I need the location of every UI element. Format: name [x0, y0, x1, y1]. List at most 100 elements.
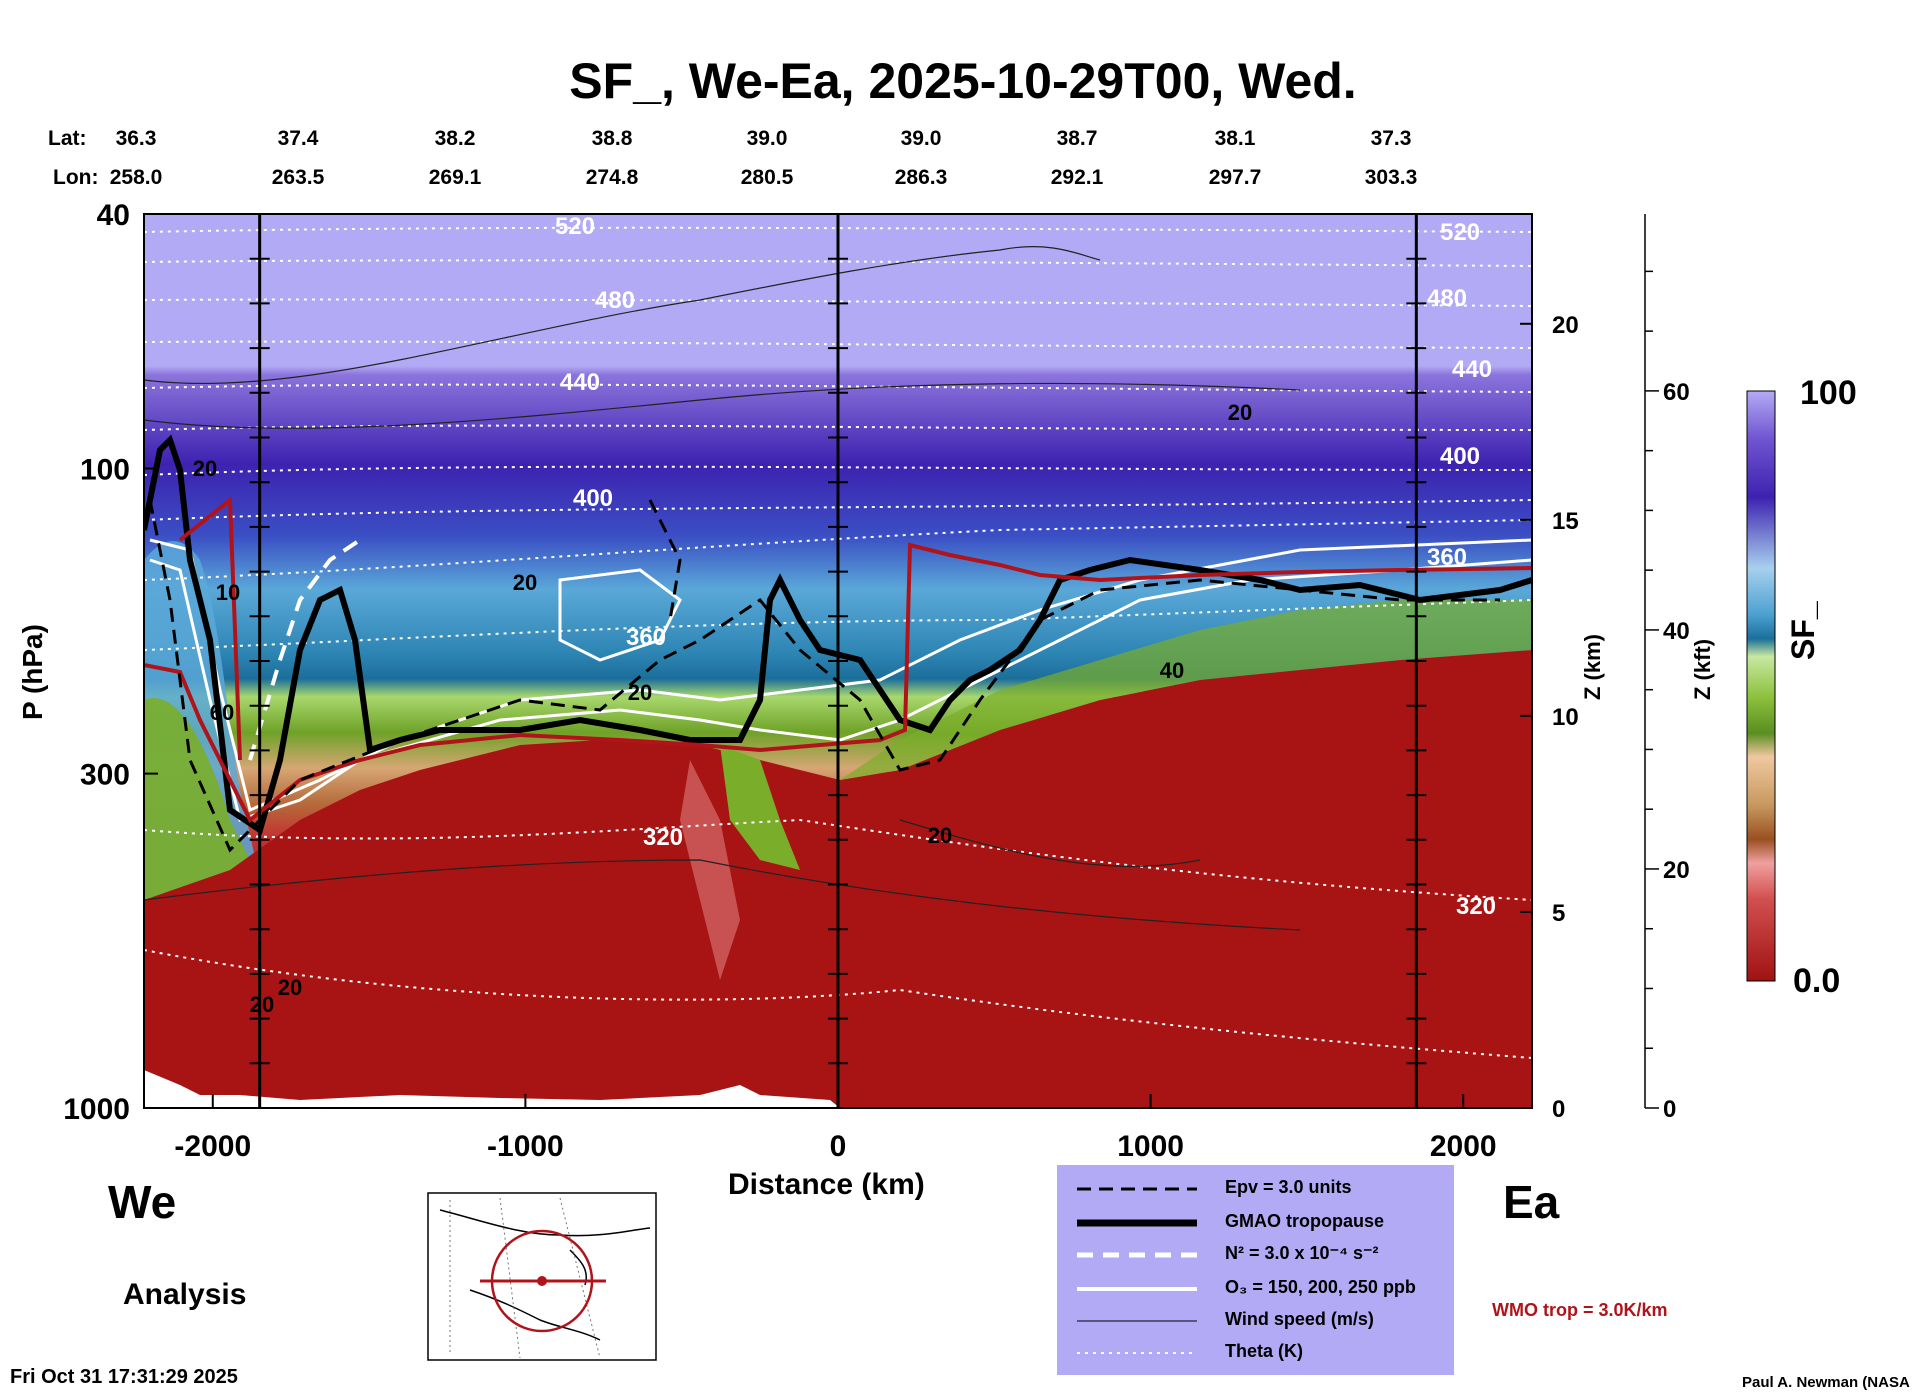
z-km-tick-label: 5: [1552, 900, 1565, 927]
z-km-tick-label: 10: [1552, 704, 1579, 731]
lon-value: 280.5: [740, 166, 794, 189]
topography: [144, 1070, 840, 1108]
wind-label: 20: [513, 570, 537, 595]
inset-map: [427, 1192, 657, 1361]
y-axis-ticks: 40 100 300 1000: [63, 199, 158, 1126]
chart-title: SF_, We-Ea, 2025-10-29T00, Wed.: [569, 53, 1357, 109]
theta-label: 440: [1452, 356, 1492, 383]
wind-contours: [144, 246, 1301, 931]
z-km-tick-label: 20: [1552, 312, 1579, 339]
wind-label: 20: [250, 992, 274, 1017]
lat-value: 37.4: [277, 127, 319, 150]
lon-value: 297.7: [1208, 166, 1262, 189]
legend-label: Epv = 3.0 units: [1225, 1177, 1352, 1197]
theta-label: 320: [643, 824, 683, 851]
lon-value: 292.1: [1050, 166, 1104, 189]
theta-label: 360: [1427, 544, 1467, 571]
x-tick-label: 2000: [1430, 1130, 1497, 1163]
lon-value: 303.3: [1364, 166, 1418, 189]
colorbar-max-label: 100: [1800, 374, 1857, 412]
theta-label: 440: [560, 369, 600, 396]
wind-label: 20: [928, 823, 952, 848]
theta-label: 360: [626, 624, 666, 651]
vertical-section-lines: [249, 214, 1427, 1108]
east-label: Ea: [1503, 1176, 1560, 1228]
x-tick-label: -2000: [174, 1130, 251, 1163]
west-label: We: [108, 1176, 177, 1228]
lat-value: 38.7: [1056, 127, 1098, 150]
x-tick-label: 1000: [1117, 1130, 1184, 1163]
lat-value: 38.8: [591, 127, 633, 150]
theta-label: 320: [1456, 893, 1496, 920]
legend-item-n2: N² = 3.0 x 10⁻⁴ s⁻²: [1057, 1239, 1454, 1271]
wind-label: 60: [210, 700, 234, 725]
lon-value: 258.0: [109, 166, 163, 189]
theta-labels: 520 480 440 400 360 320 520 480 440 400 360 320: [555, 213, 1496, 920]
lat-value: 39.0: [900, 127, 942, 150]
legend-label: Theta (K): [1225, 1341, 1303, 1361]
legend-item-o3: O₃ = 150, 200, 250 ppb: [1057, 1273, 1454, 1305]
n2-contour: [248, 538, 362, 761]
z-km-tick-label: 0: [1552, 1096, 1565, 1123]
legend-item-wind: Wind speed (m/s): [1057, 1305, 1454, 1337]
credit: Paul A. Newman (NASA: [1742, 1374, 1910, 1391]
lon-label: Lon:: [53, 166, 99, 189]
theta-contours: [144, 226, 1532, 1059]
lat-value: 37.3: [1370, 127, 1412, 150]
contour-overlays: [144, 226, 1532, 1059]
theta-label: 400: [1440, 443, 1480, 470]
lon-value: 263.5: [271, 166, 325, 189]
lon-value: 274.8: [585, 166, 639, 189]
x-axis-ticks: -2000 -1000 0 1000 2000: [174, 1094, 1497, 1163]
y-tick-label: 300: [80, 759, 130, 792]
timestamp: Fri Oct 31 17:31:29 2025: [10, 1366, 238, 1388]
theta-label: 480: [595, 287, 635, 314]
wmo-tropopause: [144, 542, 1532, 824]
theta-label: 480: [1427, 285, 1467, 312]
legend-item-theta: Theta (K): [1057, 1337, 1454, 1369]
legend-label: O₃ = 150, 200, 250 ppb: [1225, 1277, 1416, 1297]
z-kft-tick-label: 60: [1663, 379, 1690, 406]
y-tick-label: 40: [97, 199, 130, 232]
z-kft-tick-label: 20: [1663, 857, 1690, 884]
y-axis-label: P (hPa): [17, 624, 48, 720]
wind-label: 20: [278, 975, 302, 1000]
wind-label: 20: [628, 680, 652, 705]
x-axis-label: Distance (km): [728, 1168, 925, 1201]
wind-label: 20: [193, 456, 217, 481]
x-tick-label: 0: [830, 1130, 847, 1163]
x-tick-label: -1000: [487, 1130, 564, 1163]
theta-label: 520: [1440, 219, 1480, 246]
lat-value: 39.0: [746, 127, 788, 150]
legend-item-tropopause: GMAO tropopause: [1057, 1207, 1454, 1239]
z-km-label: Z (km): [1580, 634, 1605, 700]
z-kft-tick-label: 40: [1663, 618, 1690, 645]
wmo-label: WMO trop = 3.0K/km: [1492, 1300, 1668, 1320]
theta-label: 520: [555, 213, 595, 240]
z-kft-axis: 0 20 40 60: [1644, 214, 1690, 1123]
right-green-band: [840, 600, 1532, 780]
z-km-tick-label: 15: [1552, 508, 1579, 535]
y-tick-label: 100: [80, 453, 130, 486]
z-kft-tick-label: 0: [1663, 1096, 1676, 1123]
legend-label: N² = 3.0 x 10⁻⁴ s⁻²: [1225, 1243, 1379, 1263]
green-plume: [720, 745, 800, 870]
colorbar-label: SF_: [1785, 601, 1821, 660]
y-tick-label: 1000: [63, 1093, 130, 1126]
wind-label: 40: [1160, 658, 1184, 683]
lat-label: Lat:: [48, 127, 87, 150]
lat-value: 38.2: [434, 127, 476, 150]
lat-value: 38.1: [1214, 127, 1256, 150]
colorbar: [1746, 390, 1776, 982]
z-kft-label: Z (kft): [1690, 638, 1715, 700]
legend: Epv = 3.0 units GMAO tropopause N² = 3.0…: [1057, 1165, 1454, 1375]
lon-value: 269.1: [428, 166, 482, 189]
lat-value: 36.3: [115, 127, 157, 150]
wmo-tropopause-left: [178, 495, 242, 761]
legend-label: Wind speed (m/s): [1225, 1309, 1374, 1329]
lon-value: 286.3: [894, 166, 948, 189]
legend-label: GMAO tropopause: [1225, 1211, 1385, 1231]
wind-label: 20: [1228, 400, 1252, 425]
